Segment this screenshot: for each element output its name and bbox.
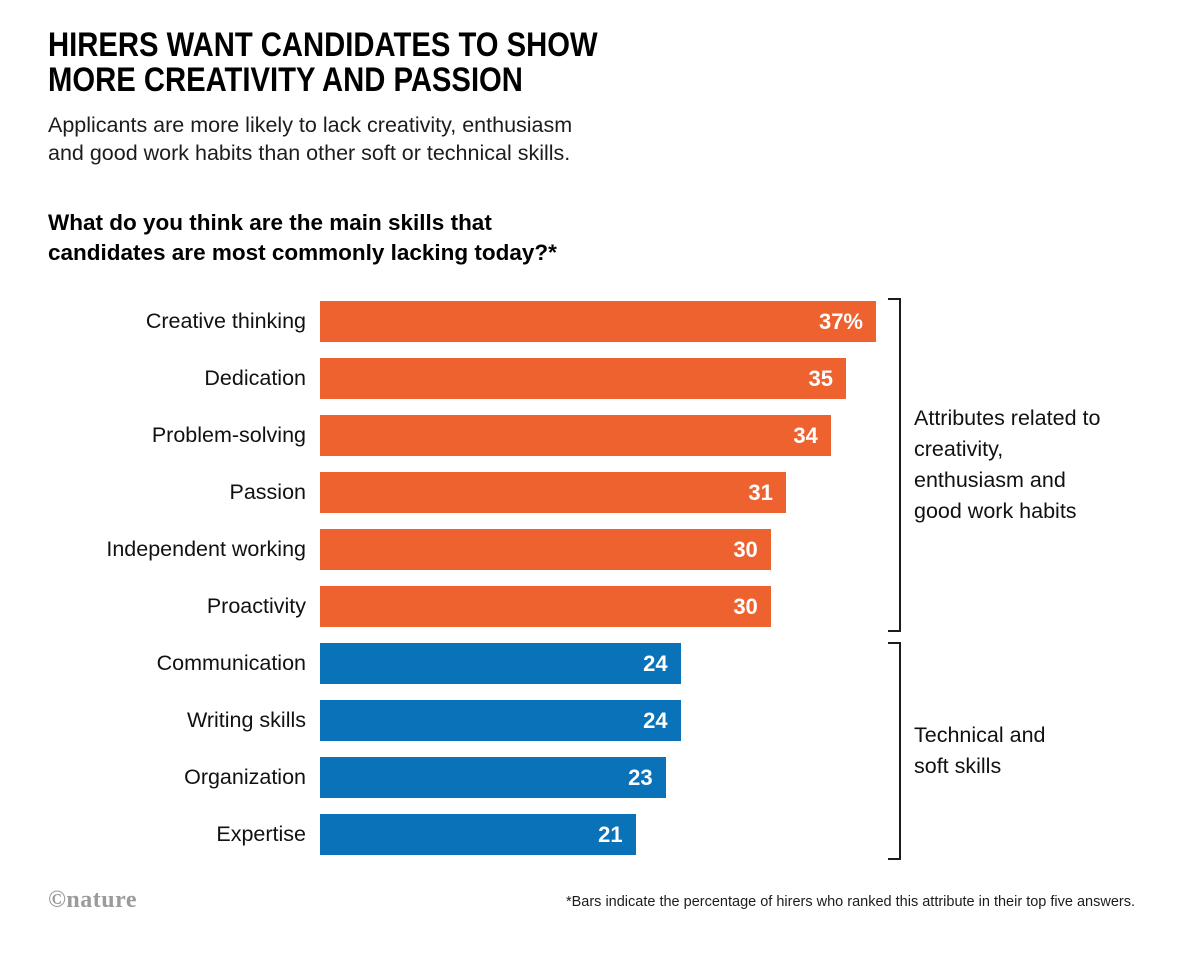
bar-value-label: 30 [733,536,758,562]
bar-category-label: Proactivity [206,594,306,619]
question-line-1: What do you think are the main skills th… [48,209,492,235]
bar: 31 [320,472,786,514]
bar-row: Dedication 35 [48,358,1135,400]
bar-value-label: 21 [598,821,623,847]
bar-category-label: Expertise [216,822,306,847]
subtitle-line-1: Applicants are more likely to lack creat… [48,112,573,137]
bar-value-label: 30 [733,593,758,619]
bar: 21 [320,814,636,856]
bar-category-label: Dedication [204,366,306,391]
bar-value-label: 24 [643,707,668,733]
bar-row: Organization 23 [48,757,1135,799]
bar-value-label: 23 [628,764,653,790]
bar-track: 30 [320,586,876,628]
bar: 35 [320,358,846,400]
title-line-1: HIRERS WANT CANDIDATES TO SHOW [48,26,598,64]
nature-logo: ©nature [48,887,137,914]
bar-value-label: 37% [818,308,863,334]
bar-track: 35 [320,358,876,400]
bar-value-label: 34 [793,422,818,448]
bar-track: 24 [320,700,876,742]
bar-category-label: Writing skills [186,708,306,733]
chart-subtitle: Applicants are more likely to lack creat… [48,111,1135,168]
bar-row: Writing skills 24 [48,700,1135,742]
technical-group-label: Technical and soft skills [914,642,1064,860]
creativity-group-bracket [888,298,901,633]
bar: 30 [320,529,771,571]
survey-question: What do you think are the main skills th… [48,208,1135,267]
chart-rows: Creative thinking 37% Dedication 35 Problem-… [48,301,1135,856]
bar-track: 31 [320,472,876,514]
technical-group-label-text: Technical and soft skills [914,723,1046,779]
bar-category-label: Problem-solving [151,423,306,448]
bar-category-label: Organization [184,765,306,790]
bar-category-label: Independent working [106,537,306,562]
bar: 24 [320,700,681,742]
bar: 24 [320,643,681,685]
bar-track: 24 [320,643,876,685]
creativity-group-label: Attributes related to creativity, enthus… [914,298,1114,632]
bar: 37% [320,301,876,343]
bar-track: 21 [320,814,876,856]
bar-row: Independent working 30 [48,529,1135,571]
bar-category-label: Passion [229,480,307,505]
bar-row: Communication 24 [48,643,1135,685]
bar-value-label: 35 [808,365,833,391]
chart-title: HIRERS WANT CANDIDATES TO SHOW MORE CREA… [48,26,983,100]
infographic: HIRERS WANT CANDIDATES TO SHOW MORE CREA… [48,26,1135,914]
bar-category-label: Creative thinking [145,309,306,334]
title-line-2: MORE CREATIVITY AND PASSION [48,61,523,100]
question-line-2: candidates are most commonly lacking tod… [48,239,557,265]
bar-track: 23 [320,757,876,799]
bar-row: Passion 31 [48,472,1135,514]
bar-row: Proactivity 30 [48,586,1135,628]
bar-row: Expertise 21 [48,814,1135,856]
bar-category-label: Communication [156,651,306,676]
subtitle-line-2: and good work habits than other soft or … [48,141,571,166]
bar-row: Problem-solving 34 [48,415,1135,457]
footnote: *Bars indicate the percentage of hirers … [565,894,1135,911]
bar-chart: Creative thinking 37% Dedication 35 Problem-… [48,298,1135,861]
bar: 30 [320,586,771,628]
bar: 23 [320,757,666,799]
creativity-group-label-text: Attributes related to creativity, enthus… [914,405,1101,524]
bar: 34 [320,415,831,457]
bar-track: 30 [320,529,876,571]
chart-footer: ©nature *Bars indicate the percentage of… [48,887,1135,914]
technical-group-bracket [888,642,901,861]
bar-row: Creative thinking 37% [48,301,1135,343]
bar-track: 37% [320,301,876,343]
bar-track: 34 [320,415,876,457]
bar-value-label: 31 [748,479,773,505]
bar-value-label: 24 [643,650,668,676]
